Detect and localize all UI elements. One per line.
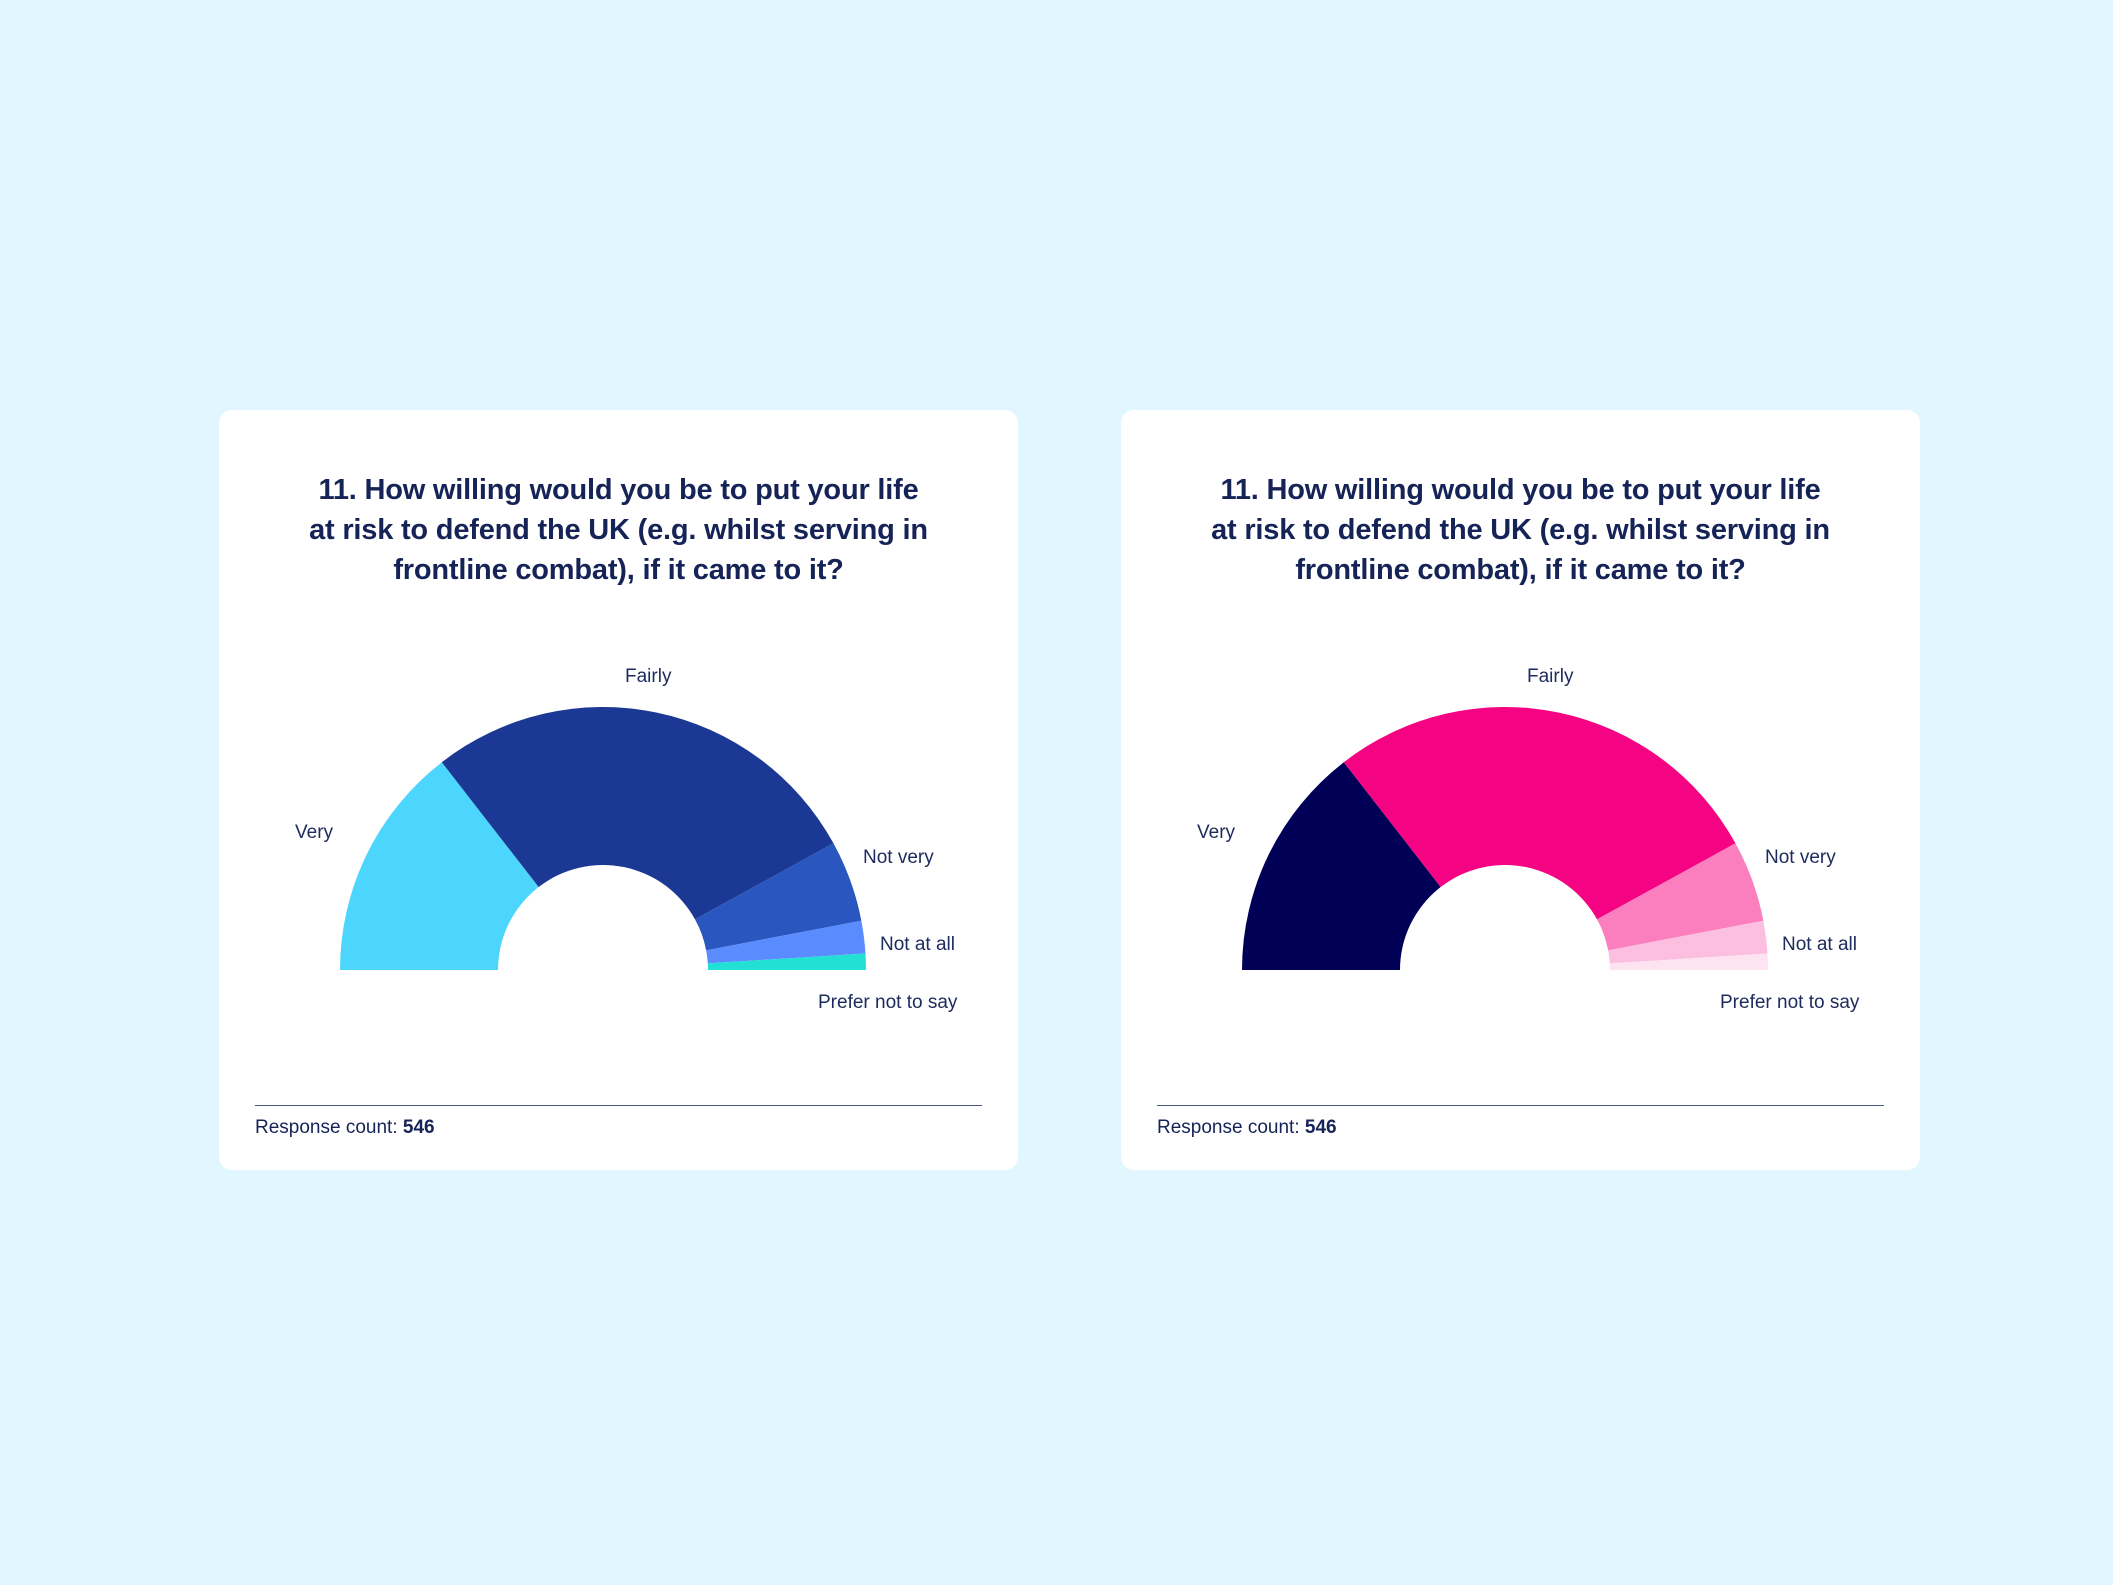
slice-very xyxy=(1242,762,1441,970)
response-count: Response count: 546 xyxy=(1157,1117,1337,1139)
chart-title-line: frontline combat), if it came to it? xyxy=(393,554,844,586)
label-not-at-all: Not at all xyxy=(880,934,955,955)
chart-title: 11. How willing would you be to put your… xyxy=(1121,470,1920,590)
label-not-very: Not very xyxy=(1765,847,1836,868)
chart-title-line: at risk to defend the UK (e.g. whilst se… xyxy=(1211,514,1830,546)
footer-divider xyxy=(255,1105,982,1106)
footer-divider xyxy=(1157,1105,1884,1106)
label-very: Very xyxy=(1197,822,1236,843)
response-count: Response count: 546 xyxy=(255,1117,435,1139)
slice-not-very xyxy=(1597,843,1764,951)
label-prefer-not-to-say: Prefer not to say xyxy=(1720,992,1860,1013)
chart-title-line: 11. How willing would you be to put your… xyxy=(1220,474,1821,506)
slice-prefer-not-to-say xyxy=(707,953,866,970)
half-donut-chart xyxy=(1242,707,1768,970)
label-prefer-not-to-say: Prefer not to say xyxy=(818,992,958,1013)
slice-very xyxy=(340,762,539,970)
label-very: Very xyxy=(295,822,334,843)
response-count-label: Response count: xyxy=(1157,1117,1300,1138)
chart-title-line: 11. How willing would you be to put your… xyxy=(318,474,919,506)
half-donut-chart xyxy=(340,707,866,970)
chart-title-line: frontline combat), if it came to it? xyxy=(1295,554,1746,586)
response-count-label: Response count: xyxy=(255,1117,398,1138)
slice-prefer-not-to-say xyxy=(1609,953,1768,970)
label-not-very: Not very xyxy=(863,847,934,868)
label-not-at-all: Not at all xyxy=(1782,934,1857,955)
label-fairly: Fairly xyxy=(1527,666,1574,687)
response-count-value: 546 xyxy=(1304,1117,1337,1138)
slice-fairly xyxy=(1343,707,1736,920)
chart-card-blue: 11. How willing would you be to put your… xyxy=(219,410,1018,1170)
slice-not-at-all xyxy=(706,920,866,964)
chart-title: 11. How willing would you be to put your… xyxy=(219,470,1018,590)
slice-fairly xyxy=(441,707,834,920)
slice-not-very xyxy=(695,843,862,951)
chart-card-pink: 11. How willing would you be to put your… xyxy=(1121,410,1920,1170)
label-fairly: Fairly xyxy=(625,666,672,687)
slice-not-at-all xyxy=(1608,920,1768,964)
chart-title-line: at risk to defend the UK (e.g. whilst se… xyxy=(309,514,928,546)
response-count-value: 546 xyxy=(402,1117,435,1138)
